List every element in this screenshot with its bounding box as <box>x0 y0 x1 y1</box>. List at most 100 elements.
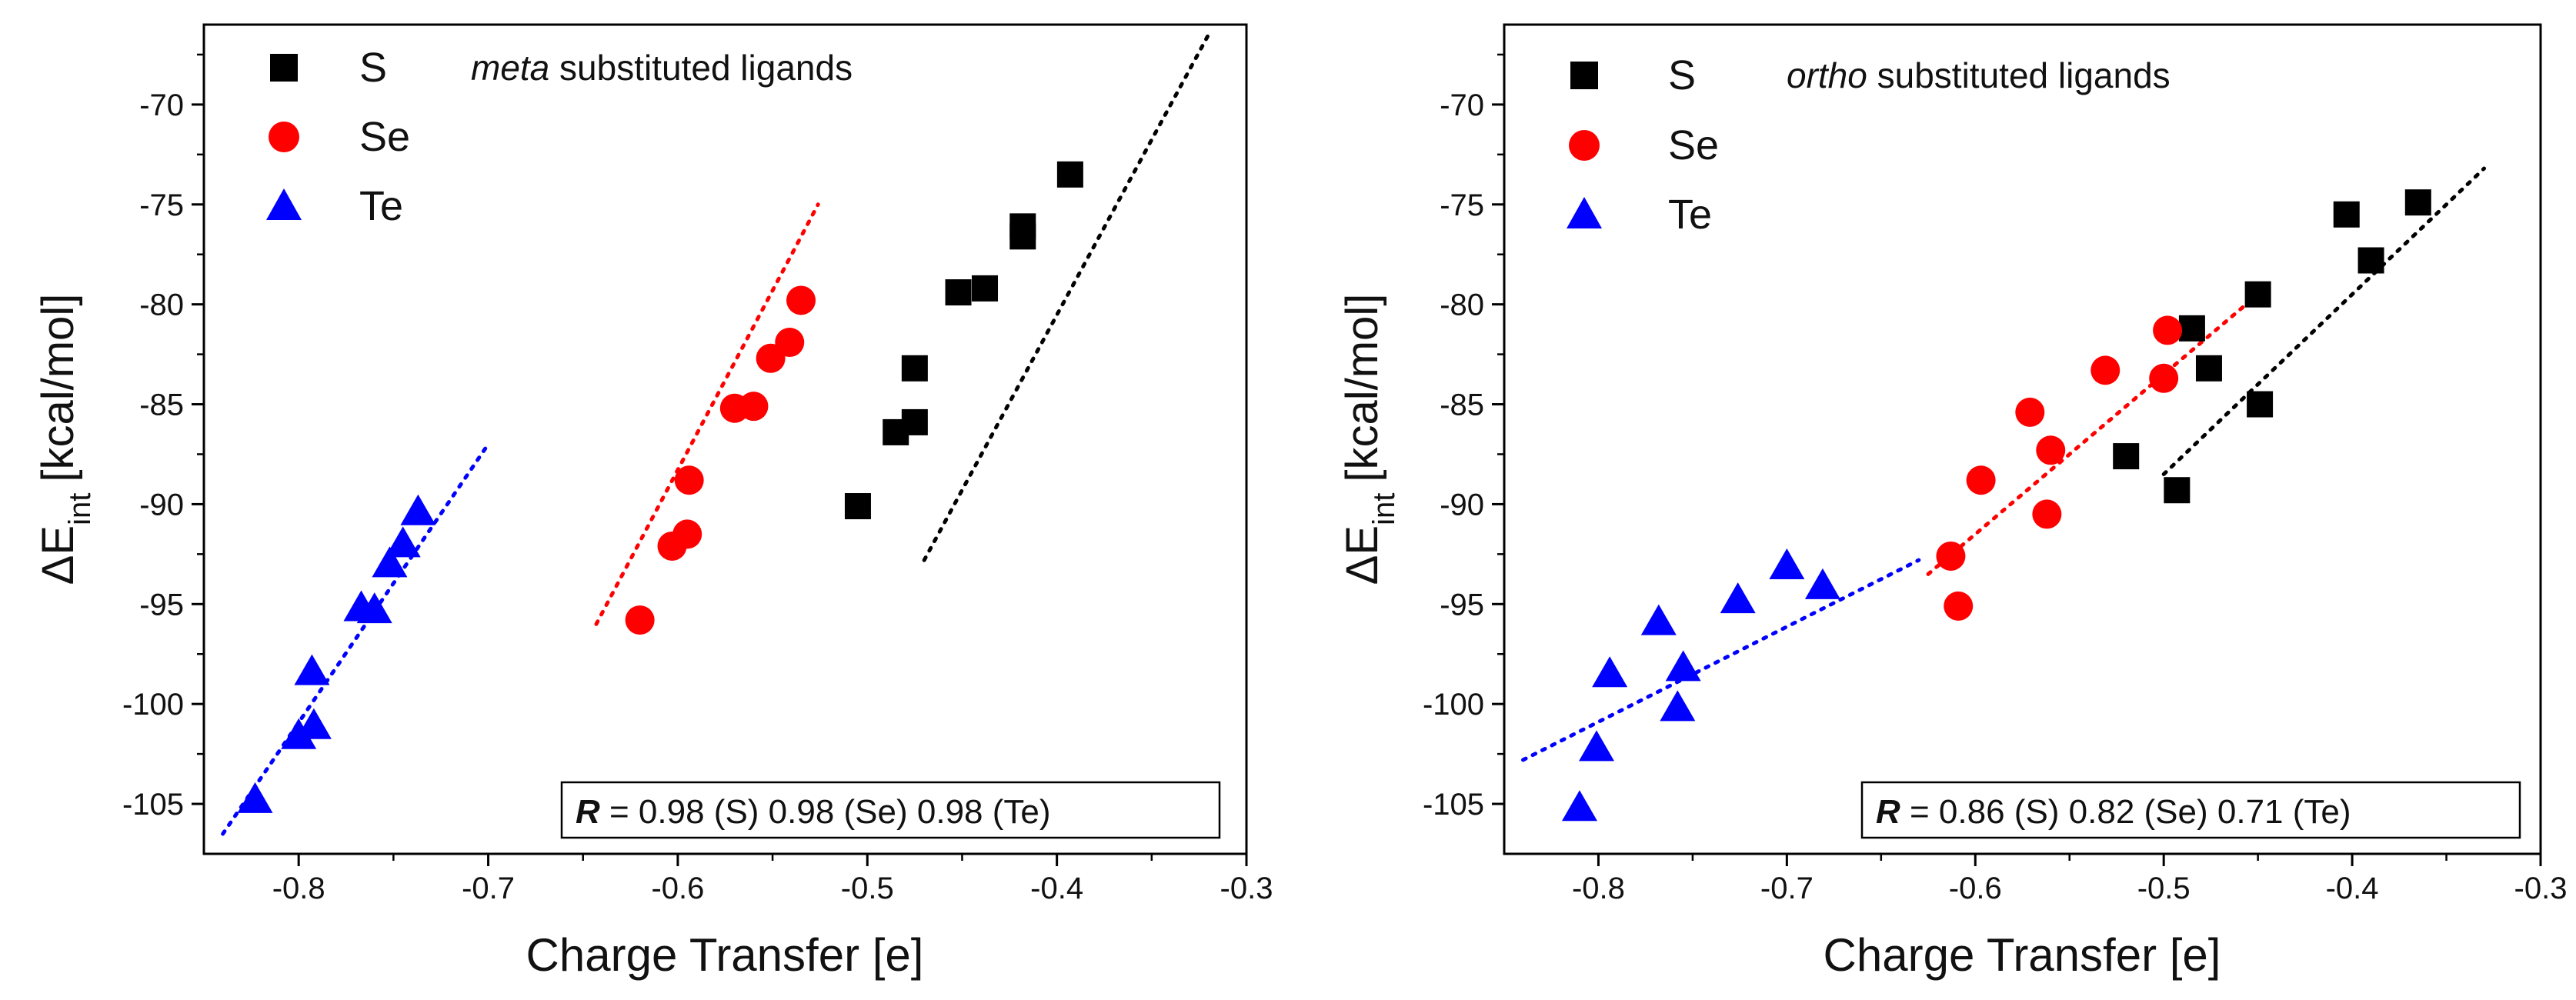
point-se-circle <box>2036 435 2066 465</box>
point-se-circle <box>786 285 816 315</box>
point-s-square <box>2113 443 2140 470</box>
point-s-square <box>2164 477 2191 504</box>
annotation-emphasis: meta <box>471 48 549 88</box>
point-se-circle <box>2015 397 2045 427</box>
r-values: = 0.86 (S) 0.82 (Se) 0.71 (Te) <box>1900 793 2351 831</box>
ortho-chart-panel: -0.8 -0.7 -0.6 -0.5 -0.4 -0.3 -105-100-95-90-… <box>1337 23 2568 981</box>
point-s-square <box>972 275 999 302</box>
x-tick-label: -0.6 <box>651 872 704 905</box>
legend-marker-se <box>1569 130 1600 161</box>
legend-label-se: Se <box>359 114 410 160</box>
r-value-text: R = 0.86 (S) 0.82 (Se) 0.71 (Te) <box>1876 793 2351 831</box>
y-tick-label: -80 <box>139 288 184 322</box>
fit-line-se <box>1926 292 2261 576</box>
point-te-triangle <box>1561 790 1597 822</box>
annotation-emphasis: ortho <box>1787 55 1867 95</box>
y-tick-label: -90 <box>139 488 184 522</box>
x-axis-ticks: -0.8 -0.7 -0.6 -0.5 -0.4 -0.3 <box>272 854 1273 905</box>
y-tick-label: -90 <box>1440 488 1484 522</box>
y-axis-label-sub: int <box>63 493 97 525</box>
point-s-square <box>901 355 928 382</box>
point-s-square <box>2333 201 2360 228</box>
point-te-triangle <box>385 526 421 558</box>
point-te-triangle <box>372 546 408 578</box>
y-axis-ticks: -105 -100 -95 -90 -85 -80 -75 -70 <box>122 53 204 822</box>
point-s-square <box>1009 213 1036 240</box>
point-s-square <box>1056 161 1083 188</box>
y-axis-label-unit: [kcal/mol] <box>33 294 83 482</box>
y-axis-label-unit: [kcal/mol] <box>1337 294 1387 482</box>
point-s-square <box>2404 189 2431 216</box>
chart-annotation: meta substituted ligands <box>471 48 853 88</box>
r-value-box <box>1860 781 2521 839</box>
chart-annotation: ortho substituted ligands <box>1787 55 2171 95</box>
point-te-triangle <box>1579 730 1615 762</box>
x-tick-label: -0.8 <box>1572 872 1625 905</box>
r-values: = 0.98 (S) 0.98 (Se) 0.98 (Te) <box>600 793 1051 831</box>
legend-label-te: Te <box>1668 192 1712 238</box>
point-s-square <box>844 493 871 520</box>
point-te-triangle <box>356 592 392 624</box>
legend-marker-s <box>270 54 298 82</box>
fit-line-se <box>594 202 820 626</box>
point-te-triangle <box>1660 690 1696 722</box>
y-tick-label: -80 <box>1440 288 1484 322</box>
fit-line-te <box>1520 558 1921 762</box>
x-tick-label: -0.7 <box>1760 872 1814 905</box>
y-axis-ticks: -105 -100 -95 -90 -85 -80 -75 -70 <box>1423 53 1504 822</box>
point-te-triangle <box>281 718 317 749</box>
y-axis-label-main: ΔE <box>33 525 83 585</box>
plot-frame <box>1503 23 2542 855</box>
point-te-triangle <box>1640 604 1677 635</box>
plot-frame <box>202 23 1248 855</box>
y-tick-label: -85 <box>139 388 184 422</box>
point-se-circle <box>1944 591 1974 621</box>
x-tick-label: -0.4 <box>1030 872 1083 905</box>
point-te-triangle <box>1804 568 1840 599</box>
x-tick-label: -0.7 <box>462 872 515 905</box>
x-tick-label: -0.6 <box>1949 872 2002 905</box>
y-axis-label: ΔEint [kcal/mol] <box>33 294 97 585</box>
y-axis-label-main: ΔE <box>1337 525 1387 585</box>
point-se-circle <box>775 328 805 358</box>
y-tick-label: -70 <box>1440 88 1484 122</box>
legend: S Se Te <box>266 45 410 229</box>
point-se-circle <box>2032 499 2062 529</box>
point-te-triangle <box>237 782 273 813</box>
x-tick-label: -0.3 <box>2514 872 2568 905</box>
point-te-triangle <box>1769 548 1805 579</box>
legend-marker-te <box>1567 197 1602 228</box>
point-s-square <box>2247 391 2274 418</box>
meta-chart-panel: -0.8 -0.7 -0.6 -0.5 -0.4 -0.3 -105-100-95-90-… <box>33 23 1273 981</box>
y-tick-label: -75 <box>1440 188 1484 222</box>
point-se-circle <box>2090 355 2121 385</box>
y-tick-label: -95 <box>1440 588 1484 622</box>
point-se-circle <box>625 605 655 635</box>
x-tick-label: -0.8 <box>272 872 325 905</box>
legend-marker-s <box>1570 62 1598 89</box>
x-tick-label: -0.4 <box>2326 872 2379 905</box>
point-te-triangle <box>1592 656 1628 688</box>
point-se-circle <box>2149 363 2179 393</box>
point-s-square <box>2244 281 2271 308</box>
y-tick-label: -100 <box>122 688 184 722</box>
r-symbol: R <box>576 793 600 831</box>
point-se-circle <box>672 519 702 549</box>
point-se-circle <box>2153 315 2183 345</box>
x-tick-label: -0.5 <box>841 872 894 905</box>
point-te-triangle <box>1720 582 1756 614</box>
legend-label-s: S <box>1668 52 1696 98</box>
legend-label-te: Te <box>359 183 403 229</box>
fit-line-te <box>221 442 491 836</box>
point-te-triangle <box>295 708 332 739</box>
r-symbol: R <box>1876 793 1900 831</box>
x-tick-label: -0.3 <box>1220 872 1273 905</box>
point-te-triangle <box>400 494 436 525</box>
y-axis-label: ΔEint [kcal/mol] <box>1337 294 1401 585</box>
annotation-rest: substituted ligands <box>1867 55 2171 95</box>
y-tick-label: -85 <box>1440 388 1484 422</box>
point-se-circle <box>1966 465 1996 495</box>
y-tick-label: -105 <box>122 788 184 822</box>
x-axis-label: Charge Transfer [e] <box>526 929 924 981</box>
